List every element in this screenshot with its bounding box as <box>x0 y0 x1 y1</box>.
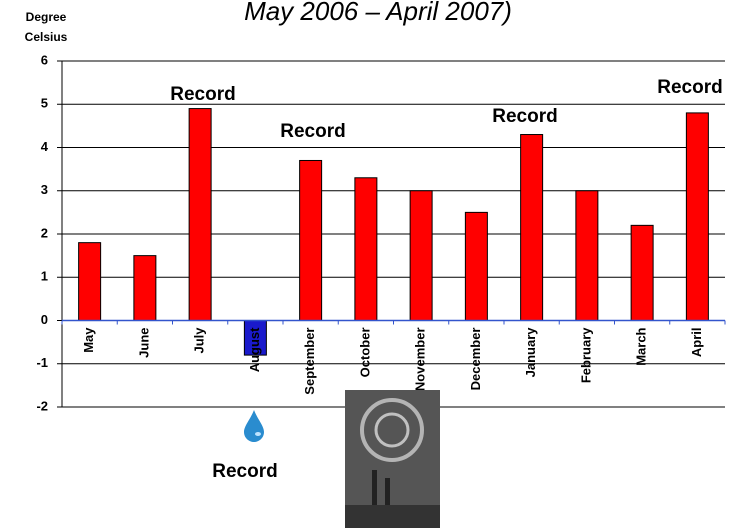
bar <box>686 113 708 321</box>
bar <box>465 212 487 320</box>
annotation: Record <box>280 121 345 142</box>
x-tick-label: August <box>247 327 262 372</box>
x-tick-label: January <box>523 327 538 378</box>
x-tick-label: May <box>81 327 96 353</box>
poster <box>345 390 440 528</box>
x-tick-label: November <box>413 328 428 392</box>
chart-title: May 2006 – April 2007) <box>244 0 512 26</box>
bar <box>521 135 543 321</box>
y-tick-label: -1 <box>36 355 48 370</box>
bar <box>300 160 322 320</box>
y-tick-label: 1 <box>41 269 48 284</box>
chart: May 2006 – April 2007) Degree Celsius -2… <box>0 0 732 528</box>
x-tick-label: April <box>689 328 704 358</box>
bar <box>410 191 432 321</box>
poster-ground <box>345 505 440 528</box>
x-tick-label: September <box>302 328 317 395</box>
bar <box>79 243 101 321</box>
poster-stack <box>372 470 377 510</box>
bar <box>631 225 653 320</box>
x-tick-label: March <box>634 327 649 365</box>
bar <box>134 256 156 321</box>
bar <box>576 191 598 321</box>
bar <box>189 109 211 321</box>
x-tick-label: February <box>578 327 593 383</box>
x-tick-label: July <box>192 327 207 354</box>
y-axis-label: Celsius <box>25 30 68 44</box>
y-tick-label: 6 <box>41 52 48 67</box>
bar <box>355 178 377 321</box>
y-tick-label: 2 <box>41 225 48 240</box>
y-tick-label: -2 <box>36 398 48 413</box>
x-tick-label: December <box>468 328 483 391</box>
y-tick-label: 4 <box>41 139 49 154</box>
x-tick-label: June <box>136 328 151 358</box>
droplet-shine <box>255 432 261 436</box>
y-tick-label: 5 <box>41 96 48 111</box>
annotation: Record <box>170 84 235 105</box>
annotation: Record <box>492 106 557 127</box>
x-tick-label: October <box>357 328 372 378</box>
annotation: Record <box>212 461 277 482</box>
y-tick-label: 0 <box>41 312 48 327</box>
y-axis-label: Degree <box>26 10 67 24</box>
annotation: Record <box>657 77 722 98</box>
y-tick-label: 3 <box>41 182 48 197</box>
